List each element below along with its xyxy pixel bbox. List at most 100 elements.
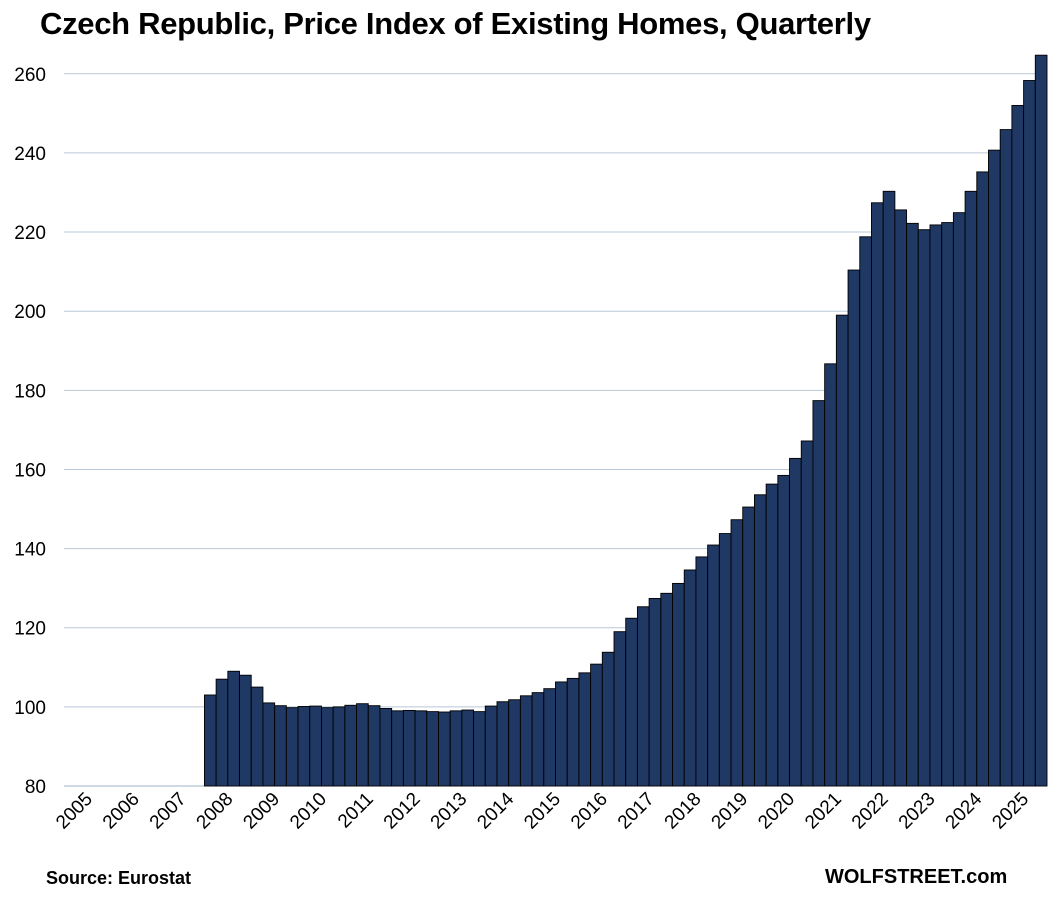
bar <box>660 592 673 787</box>
bar <box>917 229 931 787</box>
y-axis-ticks: 80 100 120 140 160 180 200 220 240 260 <box>14 65 46 798</box>
bar <box>1011 104 1025 787</box>
bar <box>707 544 720 787</box>
y-tick-label: 160 <box>14 460 46 481</box>
bar <box>555 681 568 787</box>
bar <box>882 190 896 787</box>
bar <box>203 694 217 787</box>
bar <box>894 209 908 787</box>
bar <box>695 556 709 787</box>
x-tick-label: 2019 <box>708 789 753 834</box>
bar <box>1034 54 1048 787</box>
x-tick-label: 2005 <box>52 789 97 834</box>
bar <box>777 474 790 787</box>
bar <box>367 705 381 787</box>
bar <box>859 236 872 787</box>
bar <box>988 149 1001 787</box>
bar <box>590 663 603 787</box>
x-tick-label: 2012 <box>380 789 425 834</box>
bar <box>461 709 475 787</box>
bar <box>636 606 650 787</box>
bar <box>999 129 1013 787</box>
bar <box>952 212 966 787</box>
bar <box>613 631 627 787</box>
source-label: Source: Eurostat <box>46 868 192 888</box>
y-tick-label: 220 <box>14 223 46 244</box>
bar <box>402 709 416 787</box>
bar <box>227 670 240 787</box>
y-tick-label: 120 <box>14 619 46 640</box>
bar <box>976 171 989 787</box>
y-tick-label: 240 <box>14 144 46 165</box>
x-tick-label: 2006 <box>99 789 144 834</box>
bar <box>906 222 919 787</box>
chart-title: Czech Republic, Price Index of Existing … <box>40 6 871 41</box>
bar <box>601 651 615 787</box>
bar <box>519 695 533 787</box>
x-tick-label: 2016 <box>567 789 612 834</box>
bar <box>449 710 463 787</box>
x-tick-label: 2023 <box>895 789 940 834</box>
bar <box>356 703 369 787</box>
bar <box>344 704 358 787</box>
bar <box>285 707 299 787</box>
bar <box>262 702 276 787</box>
x-tick-label: 2024 <box>942 788 987 833</box>
bar <box>309 705 322 787</box>
bar <box>239 674 252 787</box>
bar <box>531 692 545 787</box>
x-tick-label: 2020 <box>754 789 799 834</box>
x-tick-label: 2025 <box>988 789 1033 834</box>
x-tick-label: 2021 <box>801 789 846 834</box>
bar <box>625 617 638 787</box>
bar <box>929 224 943 787</box>
bar <box>438 711 451 787</box>
bar <box>648 597 662 787</box>
bar <box>215 678 229 787</box>
y-tick-label: 200 <box>14 302 46 323</box>
bar <box>765 483 779 787</box>
bar <box>508 699 521 787</box>
bar <box>824 363 837 787</box>
x-tick-label: 2007 <box>146 789 191 834</box>
bar <box>742 506 755 787</box>
y-tick-label: 140 <box>14 540 46 561</box>
x-tick-label: 2018 <box>661 789 706 834</box>
x-tick-label: 2011 <box>334 789 378 833</box>
bar <box>414 710 428 787</box>
y-tick-label: 100 <box>14 698 46 719</box>
bar <box>871 202 884 787</box>
bar <box>297 706 311 787</box>
bar <box>250 686 264 787</box>
y-tick-label: 180 <box>14 381 46 402</box>
bar <box>941 222 954 787</box>
bar <box>484 705 498 787</box>
bar <box>566 677 580 787</box>
bar <box>964 190 978 787</box>
x-tick-label: 2010 <box>286 789 331 834</box>
bar <box>473 711 486 787</box>
bar <box>812 400 826 787</box>
bar <box>274 705 287 787</box>
bar <box>847 269 861 787</box>
y-tick-label: 80 <box>25 777 46 798</box>
bar <box>800 440 814 787</box>
x-tick-label: 2014 <box>473 788 518 833</box>
bar <box>391 710 404 787</box>
bar <box>835 314 849 787</box>
x-axis-ticks: 2005 2006 2007 2008 2009 2010 2011 2012 2013 2014… <box>52 788 1033 833</box>
x-tick-label: 2022 <box>848 789 893 834</box>
bar <box>683 569 697 787</box>
x-tick-label: 2015 <box>520 789 565 834</box>
x-tick-label: 2008 <box>193 789 238 834</box>
bars <box>203 54 1048 787</box>
bar <box>789 457 802 787</box>
x-tick-label: 2009 <box>239 789 284 834</box>
bar <box>753 494 767 787</box>
bar <box>543 688 556 787</box>
x-tick-label: 2013 <box>427 789 472 834</box>
brand-label: WOLFSTREET.com <box>825 866 1008 888</box>
bar <box>672 582 685 787</box>
y-tick-label: 260 <box>14 65 46 86</box>
